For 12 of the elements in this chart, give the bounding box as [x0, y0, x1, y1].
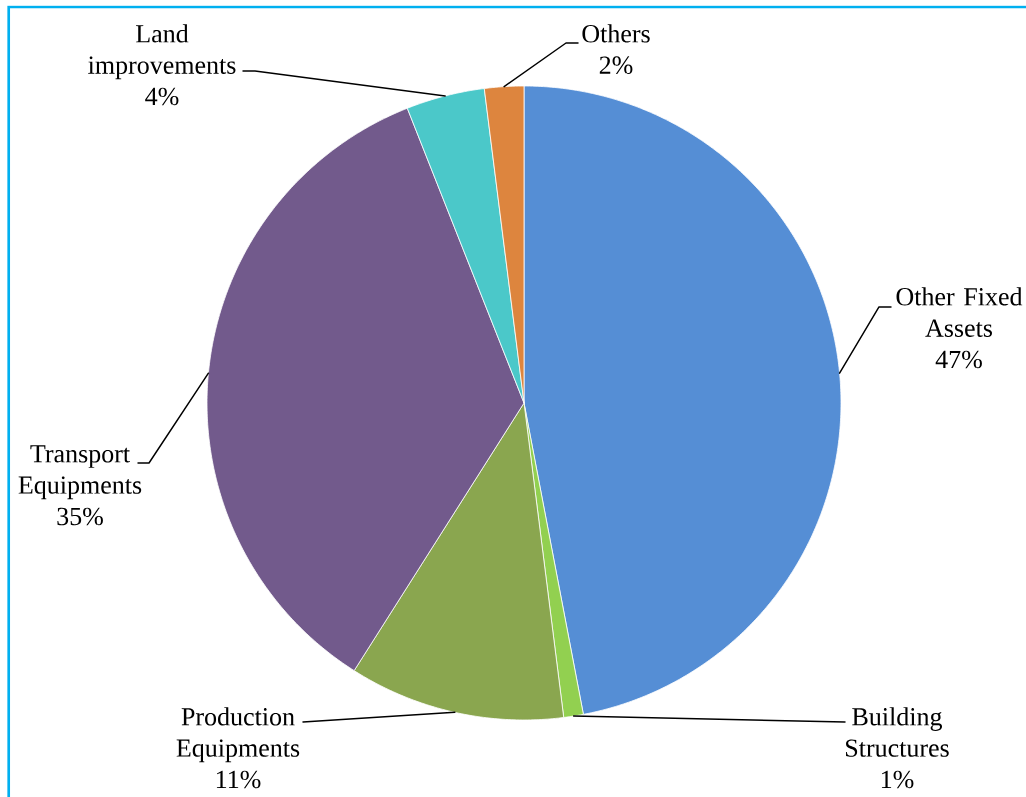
- slice-label: Building Structures: [846, 707, 949, 757]
- slice-label: Production Equipments: [176, 707, 300, 763]
- data-label: 11%: [216, 770, 261, 789]
- data-label: 2%: [599, 56, 633, 74]
- slice-label: Other Fixed Assets: [896, 287, 1023, 337]
- slice-label: Land improvements: [88, 24, 236, 80]
- slice-label: Others: [582, 24, 650, 43]
- slice-label: Transport Equipments: [18, 445, 142, 500]
- data-label: 35%: [57, 507, 103, 526]
- data-label: 1%: [881, 770, 914, 789]
- data-label: 47%: [935, 350, 982, 369]
- data-label: 4%: [145, 87, 179, 106]
